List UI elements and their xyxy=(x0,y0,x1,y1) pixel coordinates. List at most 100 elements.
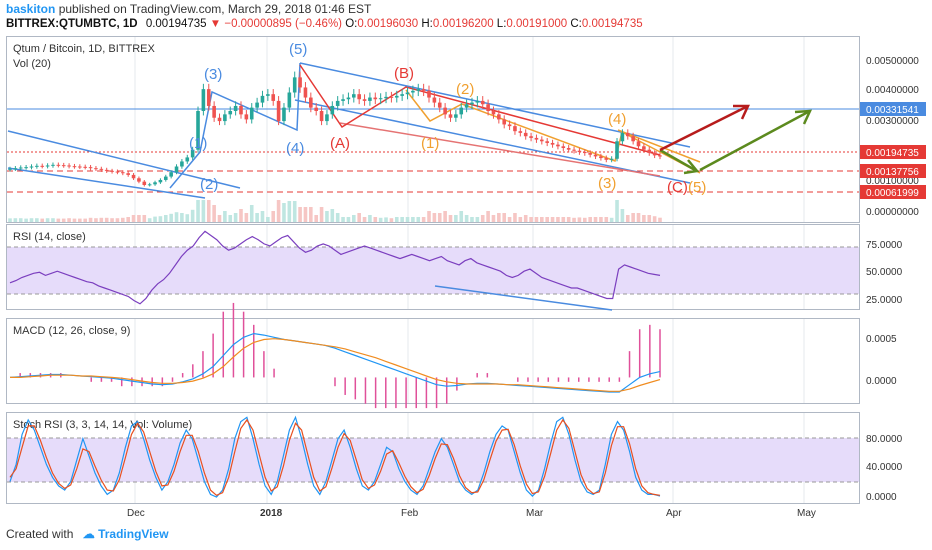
downtrend-line-upper xyxy=(7,130,241,189)
stoch-pane-frame xyxy=(6,412,860,504)
candle-body xyxy=(523,132,528,137)
volume-bar xyxy=(110,218,114,222)
price-tick: 0.00000000 xyxy=(866,207,919,218)
volume-bar xyxy=(292,201,297,222)
volume-bar xyxy=(35,218,39,222)
volume-bar xyxy=(599,217,603,222)
volume-bar xyxy=(303,207,308,222)
candle-body xyxy=(582,152,587,154)
candle-body xyxy=(206,89,211,106)
candle-body xyxy=(126,173,130,175)
candle-body xyxy=(131,174,136,179)
volume-bar xyxy=(513,213,517,222)
rsi-axis: 75.0000 50.0000 25.0000 xyxy=(866,240,903,306)
candle-body xyxy=(384,96,388,99)
volume-bar xyxy=(394,217,399,222)
volume-bar xyxy=(282,203,286,222)
candle-body xyxy=(180,161,184,167)
wave-label-blue-3: (3) xyxy=(204,66,222,83)
candle-body xyxy=(276,100,281,122)
candle-body xyxy=(475,100,480,103)
volume-bar xyxy=(266,217,270,222)
volume-bar xyxy=(411,217,415,222)
rsi-band xyxy=(7,247,859,294)
candle-body xyxy=(389,96,394,98)
stoch-pane-title: Stoch RSI (3, 3, 14, 14, Vol: Volume) xyxy=(13,419,192,431)
volume-bar xyxy=(314,215,318,222)
candle-body xyxy=(642,146,646,150)
macd-tick: 0.0000 xyxy=(866,376,897,387)
volume-bar xyxy=(609,217,614,222)
candle-body xyxy=(561,146,566,148)
volume-bar xyxy=(40,218,45,222)
red-arrow-up xyxy=(659,105,747,152)
candle-body xyxy=(620,132,625,142)
volume-bar xyxy=(217,215,222,222)
candle-body xyxy=(158,179,163,183)
candle-body xyxy=(540,139,544,142)
tradingview-logo[interactable]: ☁ TradingView xyxy=(82,527,169,541)
candle-body xyxy=(18,167,23,169)
stoch-k-line xyxy=(9,415,661,498)
rsi-line xyxy=(9,230,661,305)
price-axis: 0.00500000 0.00400000 0.00300000 0.00100… xyxy=(860,56,926,218)
candle-body xyxy=(502,119,507,125)
red-channel-lower xyxy=(339,122,661,177)
volume-bar xyxy=(287,201,292,222)
x-tick: Mar xyxy=(526,508,544,519)
channel-upper xyxy=(299,62,691,148)
price-tick: 0.00100000 xyxy=(866,176,919,187)
candle-body xyxy=(443,107,447,115)
volume-bar xyxy=(249,205,254,222)
candle-body xyxy=(432,97,437,103)
open-label: O: xyxy=(345,18,358,30)
candle-body xyxy=(566,148,571,150)
candle-body xyxy=(319,111,324,122)
candle-body xyxy=(271,94,276,101)
volume-bar xyxy=(373,217,378,222)
price-change: ▼ −0.00000895 (−0.46%) xyxy=(209,18,343,30)
candle-body xyxy=(448,114,453,118)
x-tick: Apr xyxy=(666,508,682,519)
volume-bar xyxy=(636,213,641,222)
volume-bar xyxy=(228,215,233,222)
volume-bar xyxy=(239,209,243,222)
wave-label-blue-2: (2) xyxy=(200,176,218,193)
volume-bar xyxy=(534,217,539,222)
candle-body xyxy=(13,168,18,170)
price-tag-resistance: 0.00331541 xyxy=(866,105,919,116)
x-tick: 2018 xyxy=(260,508,283,519)
candle-body xyxy=(373,97,378,100)
price-tick: 0.00300000 xyxy=(866,116,919,127)
volume-bar xyxy=(658,217,662,222)
candle-body xyxy=(497,114,501,120)
candle-body xyxy=(346,97,351,100)
candle-body xyxy=(459,107,464,115)
candle-body xyxy=(652,153,657,156)
candle-body xyxy=(185,157,190,162)
author-name[interactable]: baskiton xyxy=(6,2,56,16)
volume-bar xyxy=(185,214,190,222)
candle-body xyxy=(470,102,474,105)
stoch-tick: 40.0000 xyxy=(866,462,903,473)
volume-bar xyxy=(464,215,469,222)
wave-label-orange-4: (4) xyxy=(608,111,626,128)
volume-bar xyxy=(470,217,474,222)
volume-bar xyxy=(126,217,130,222)
volume-bar xyxy=(29,218,34,222)
volume-bar xyxy=(357,213,361,222)
price-tag-last: 0.00194735 xyxy=(866,148,919,159)
volume-bar xyxy=(163,215,168,222)
rsi-tick: 75.0000 xyxy=(866,240,903,251)
wave-label-orange-3: (3) xyxy=(598,175,616,192)
candle-body xyxy=(599,156,603,159)
candle-body xyxy=(588,153,592,155)
candle-body xyxy=(658,155,662,157)
volume-bar xyxy=(346,217,351,222)
high-label: H: xyxy=(421,18,433,30)
volume-bar xyxy=(260,211,265,222)
candle-body xyxy=(8,168,12,170)
wave-label-blue-5: (5) xyxy=(289,41,307,58)
candle-body xyxy=(223,114,227,122)
